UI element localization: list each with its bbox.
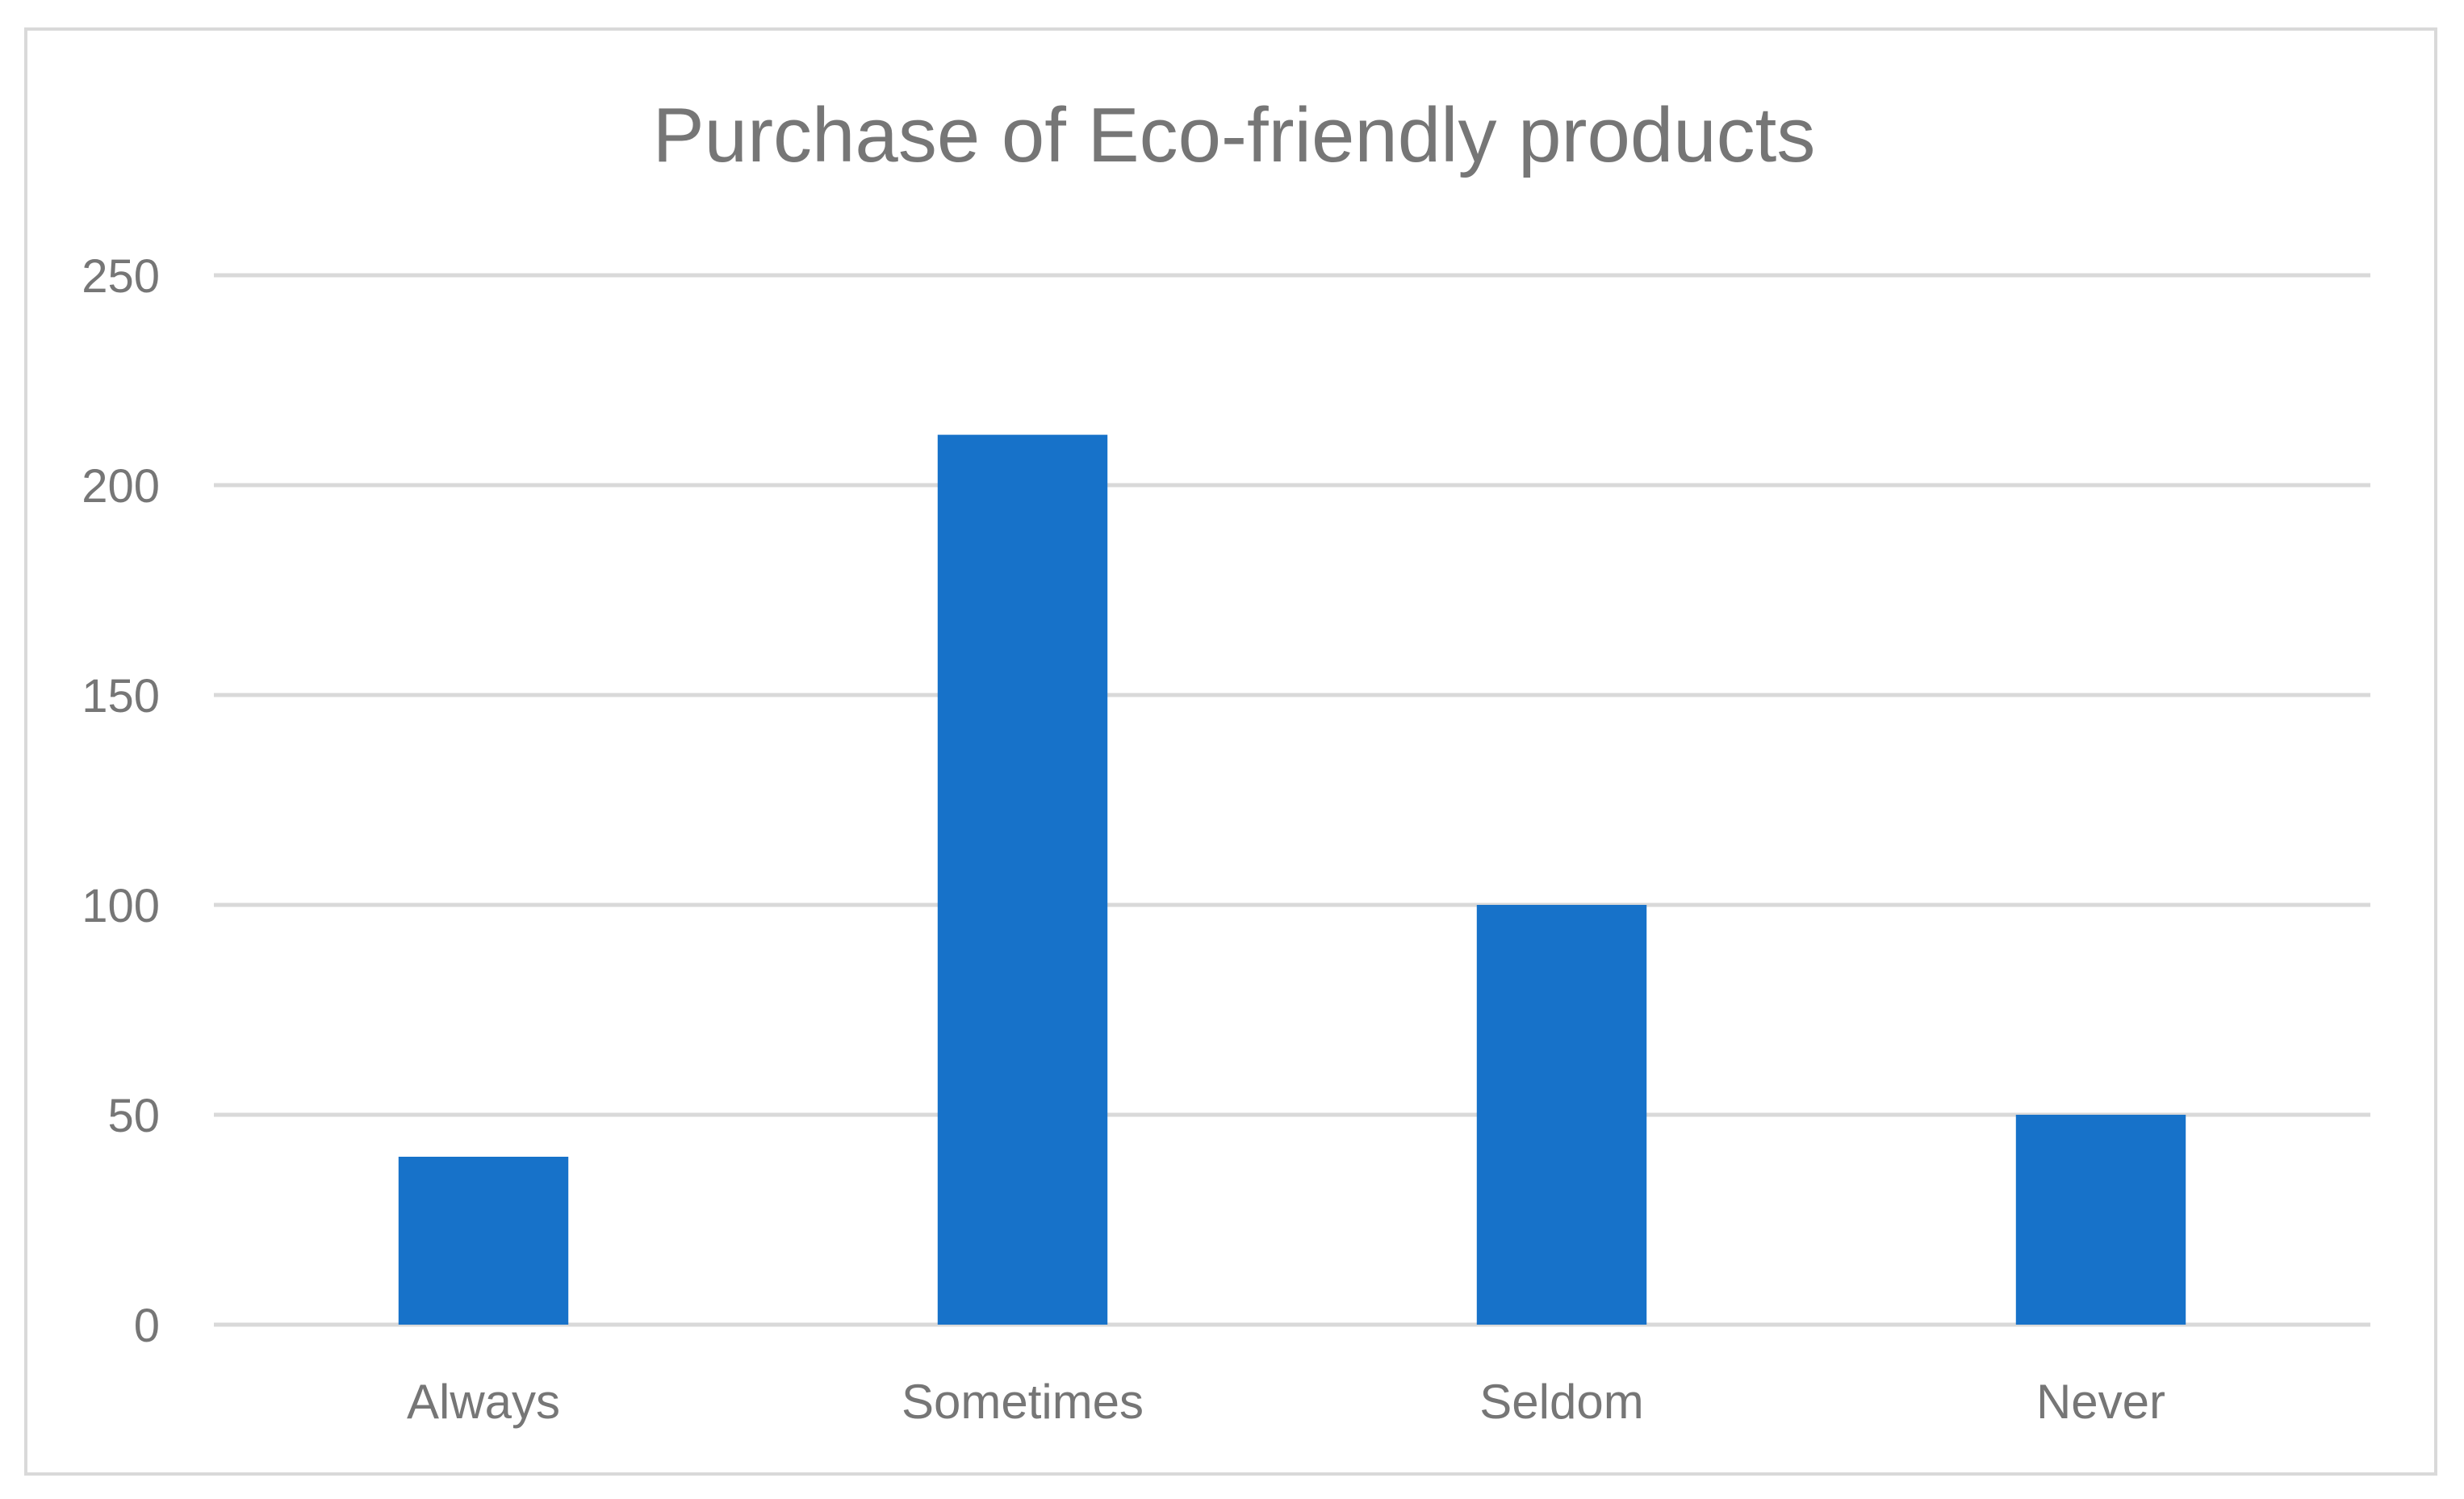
x-category-label: Sometimes [902,1375,1144,1429]
bars [398,434,2186,1325]
grid-lines [214,273,2370,1327]
chart-title: Purchase of Eco-friendly products [653,92,1816,178]
y-tick-label: 200 [82,460,160,513]
bar-seldom [1476,905,1647,1325]
y-tick-label: 100 [82,880,160,932]
x-category-label: Always [407,1375,560,1429]
y-tick-label: 0 [134,1300,160,1352]
bar-never [2015,1115,2186,1325]
bar-sometimes [937,434,1108,1325]
x-category-label: Seldom [1479,1375,1643,1429]
bar-always [398,1157,569,1325]
x-category-label: Never [2036,1375,2165,1429]
y-tick-label: 50 [107,1090,160,1142]
y-tick-label: 250 [82,250,160,303]
y-tick-label: 150 [82,670,160,722]
x-axis-categories: Always Sometimes Seldom Never [407,1375,2165,1429]
y-axis-ticks: 0 50 100 150 200 250 [82,250,160,1352]
